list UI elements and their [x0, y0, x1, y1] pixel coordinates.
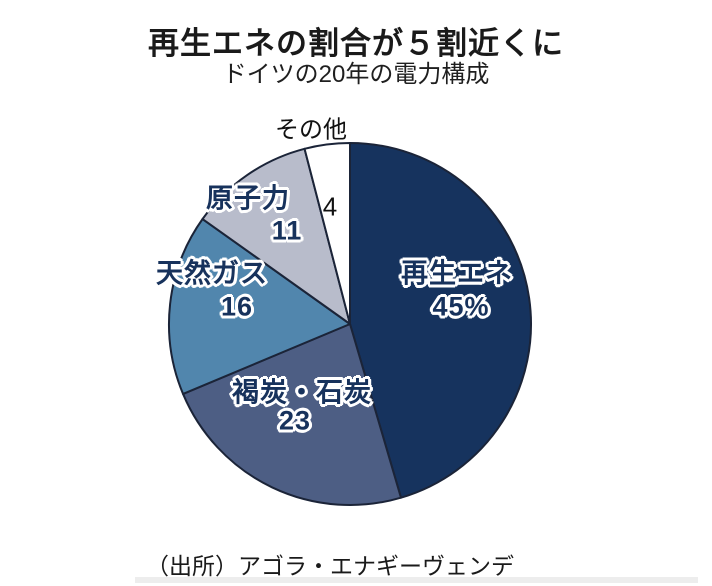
- chart-subtitle: ドイツの20年の電力構成: [222, 61, 490, 88]
- pie-slice-nuclear: [201, 147, 351, 325]
- pie-slice-natural-gas: [168, 218, 351, 395]
- chart-title: 再生エネの割合が５割近くに: [148, 26, 564, 61]
- pie-slice-other: [303, 142, 351, 325]
- pie-label-lignite-coal: 褐炭・石炭: [232, 377, 372, 408]
- pie-label-nuclear: 原子力: [206, 183, 290, 214]
- chart-source: （出所）アゴラ・エナギーヴェンデ: [146, 553, 514, 579]
- pie-value-other: 4: [322, 191, 338, 222]
- pie-label-renewables: 再生エネ: [401, 258, 513, 289]
- pie-value-renewables: 45%: [432, 291, 490, 322]
- pie-slice-renewables: [349, 142, 532, 499]
- pie-slice-lignite-coal: [182, 323, 402, 506]
- bottom-divider: [135, 577, 698, 583]
- pie-value-nuclear: 11: [271, 215, 303, 246]
- pie-label-other: その他: [275, 116, 347, 144]
- pie-label-natural-gas: 天然ガス: [156, 258, 268, 289]
- pie-value-natural-gas: 16: [220, 291, 254, 322]
- pie-value-lignite-coal: 23: [278, 405, 312, 436]
